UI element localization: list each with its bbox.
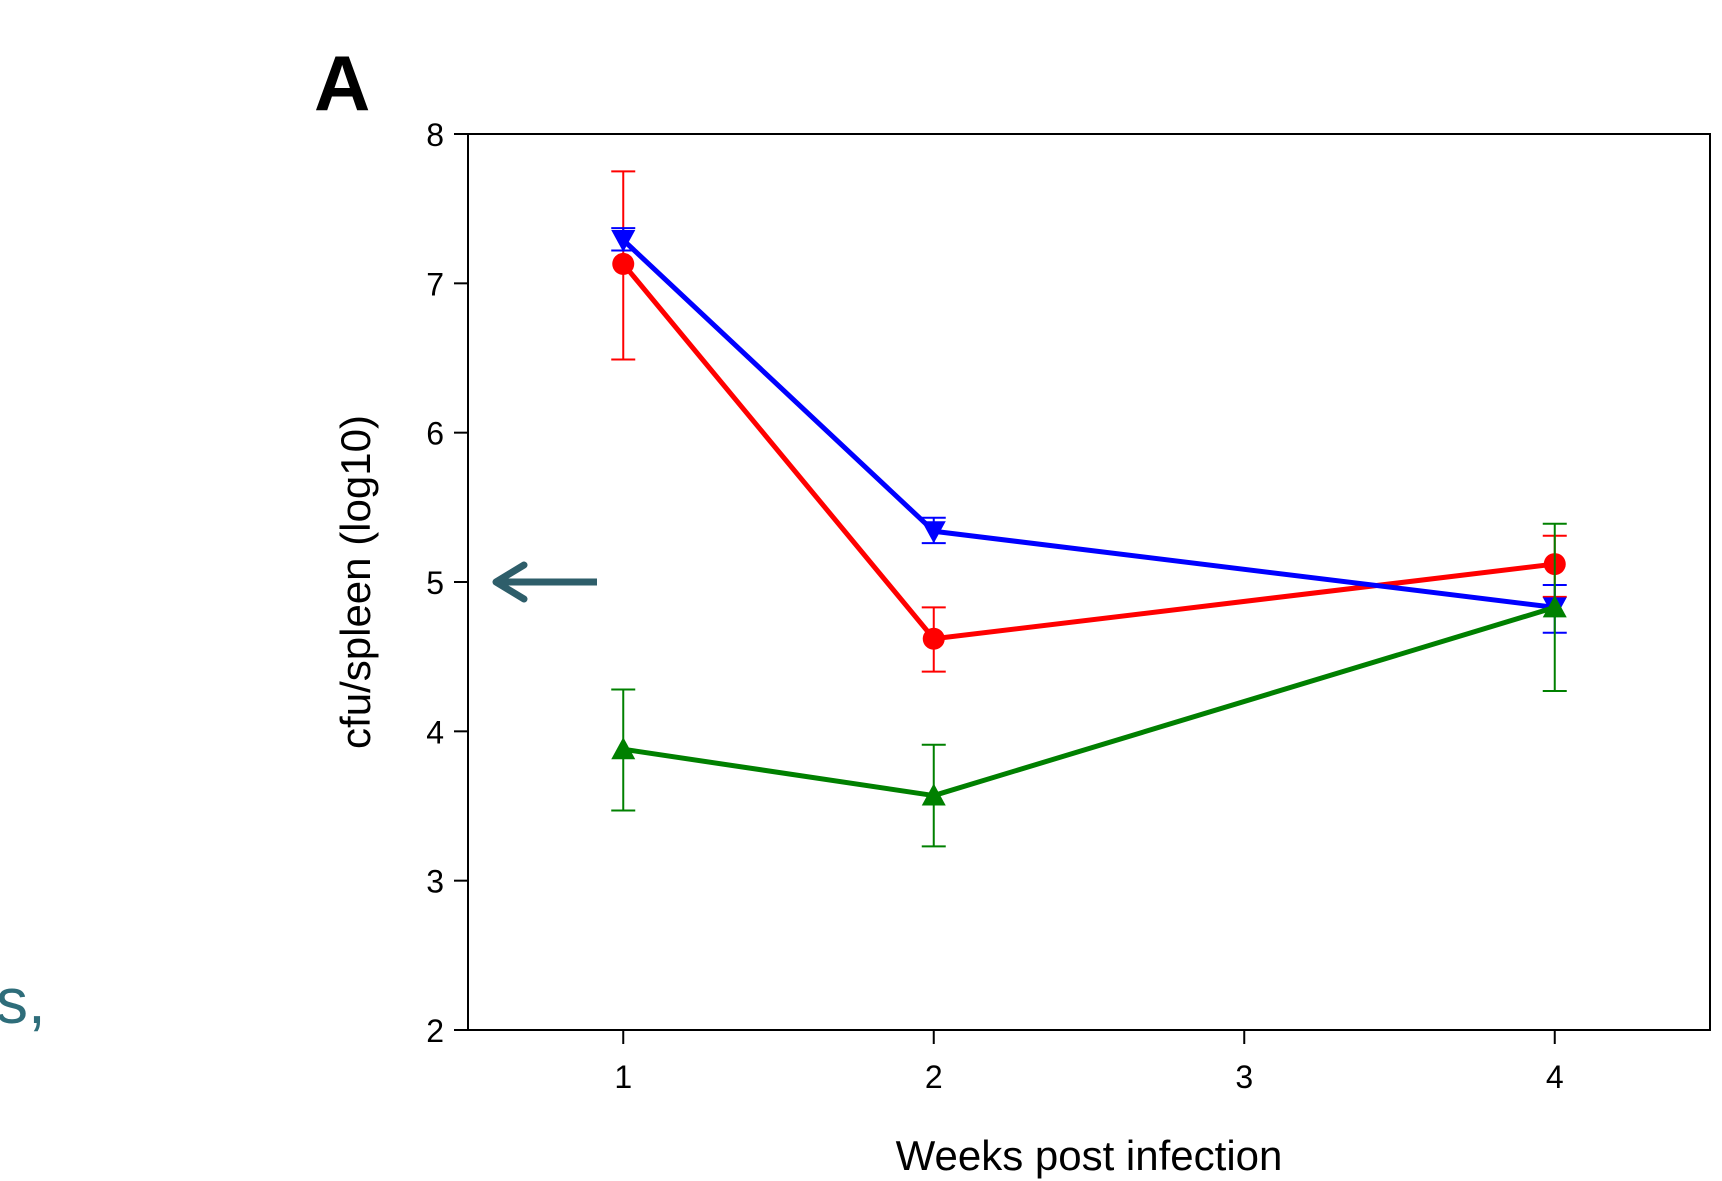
series-line (621, 238, 1556, 610)
y-tick-label: 6 (426, 416, 444, 452)
x-tick-label: 2 (925, 1059, 943, 1095)
partial-text-fragment: s, (0, 965, 46, 1037)
series-line (621, 262, 1556, 642)
data-point (921, 783, 946, 806)
y-tick-label: 2 (426, 1013, 444, 1049)
arrow-head (492, 561, 528, 603)
y-tick-label: 7 (426, 266, 444, 302)
series-layer (611, 170, 1567, 848)
data-point (611, 737, 636, 760)
axes: 2 3 4 5 6 7 8 1 2 3 4 (426, 117, 1711, 1095)
panel-label: A (314, 39, 370, 127)
data-point (922, 627, 945, 650)
y-axis-title: cfu/spleen (log10) (332, 415, 379, 749)
series-0 (611, 170, 1567, 673)
data-point (921, 521, 946, 544)
series-line (622, 604, 1556, 799)
data-point (612, 252, 635, 275)
x-tick-label: 3 (1235, 1059, 1253, 1095)
x-axis-title: Weeks post infection (896, 1132, 1283, 1179)
data-point (1542, 595, 1567, 618)
y-tick-label: 4 (426, 714, 444, 750)
y-tick-label: 8 (426, 117, 444, 153)
x-tick-label: 1 (614, 1059, 632, 1095)
x-tick-label: 4 (1546, 1059, 1564, 1095)
series-1 (611, 227, 1567, 634)
y-tick-label: 5 (426, 565, 444, 601)
y-tick-label: 3 (426, 864, 444, 900)
series-2 (611, 522, 1567, 848)
data-point (611, 230, 636, 253)
annotation-layer (492, 561, 597, 603)
